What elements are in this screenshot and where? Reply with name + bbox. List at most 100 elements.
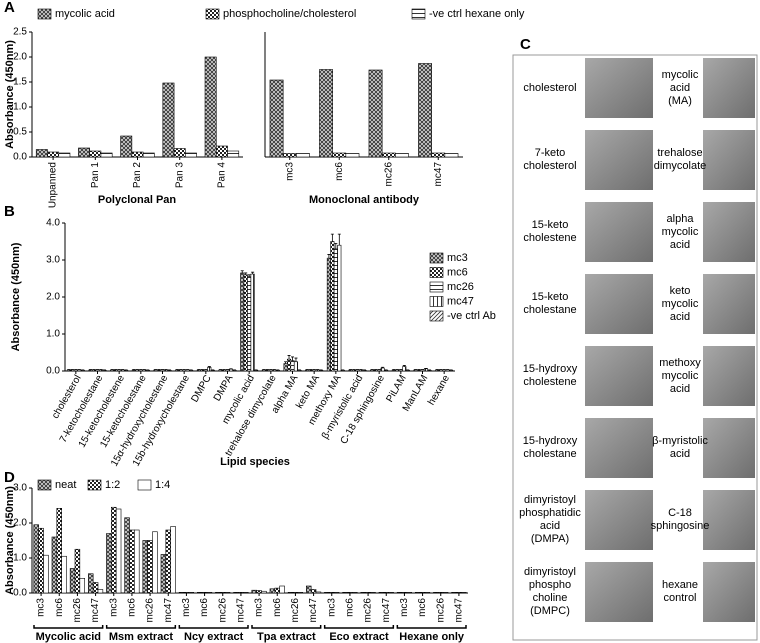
bar bbox=[306, 585, 312, 594]
x-tick-label: mc6 bbox=[345, 598, 356, 617]
bar bbox=[233, 591, 239, 594]
bar bbox=[293, 361, 299, 372]
legend-swatch bbox=[37, 8, 52, 20]
x-tick-label: mc6 bbox=[54, 598, 65, 617]
bar bbox=[35, 149, 48, 158]
y-tick-label: 4.0 bbox=[46, 218, 60, 229]
bar bbox=[279, 585, 285, 594]
bar bbox=[445, 369, 450, 372]
bar bbox=[228, 368, 234, 372]
bar bbox=[319, 369, 324, 372]
bar bbox=[167, 369, 172, 372]
group-bracket bbox=[323, 625, 395, 629]
bar bbox=[70, 369, 75, 372]
error-bar bbox=[244, 272, 248, 275]
panel-label: D bbox=[4, 469, 15, 486]
x-tick-label: mc26 bbox=[72, 598, 83, 623]
y-tick-label: 1.0 bbox=[13, 553, 27, 564]
x-tick-label: mc47 bbox=[236, 598, 247, 623]
bar bbox=[388, 591, 394, 594]
legend-swatch bbox=[429, 281, 444, 293]
bar bbox=[370, 591, 376, 594]
bar bbox=[391, 369, 396, 372]
legend-swatch bbox=[429, 267, 444, 278]
bar bbox=[222, 369, 227, 372]
bar bbox=[269, 79, 284, 158]
bar bbox=[220, 591, 226, 594]
legend-swatch bbox=[429, 296, 444, 307]
bar bbox=[401, 591, 408, 594]
x-axis-label: Lipid species bbox=[220, 456, 290, 468]
bar bbox=[332, 152, 347, 158]
bar bbox=[431, 152, 446, 158]
bar bbox=[178, 591, 185, 594]
bar bbox=[418, 63, 432, 158]
bar bbox=[340, 369, 345, 372]
legend-label: neat bbox=[55, 479, 76, 491]
group-label: Ncy extract bbox=[184, 631, 244, 643]
bar bbox=[377, 369, 382, 372]
bar bbox=[38, 527, 44, 594]
x-tick-label: mc3 bbox=[284, 162, 295, 181]
bar bbox=[88, 573, 94, 594]
bar bbox=[292, 591, 299, 594]
micrograph-label: keto mycolic acid bbox=[661, 284, 699, 323]
bar bbox=[413, 369, 418, 372]
bar bbox=[240, 272, 245, 372]
x-tick-label: mc3 bbox=[181, 598, 192, 617]
bar bbox=[218, 369, 223, 372]
bar bbox=[433, 591, 439, 594]
error-bar bbox=[330, 233, 334, 242]
bar bbox=[51, 536, 58, 594]
x-tick-label: mc6 bbox=[334, 162, 345, 181]
group-bracket bbox=[396, 625, 467, 629]
bar bbox=[451, 591, 457, 594]
bar bbox=[162, 82, 175, 158]
y-tick-label: 1.0 bbox=[46, 329, 60, 340]
bar bbox=[405, 369, 410, 372]
error-bar bbox=[240, 270, 244, 273]
micrograph bbox=[585, 490, 653, 550]
micrograph-label: C-18 sphingosine bbox=[650, 507, 710, 532]
bar bbox=[47, 151, 60, 158]
bar bbox=[275, 369, 280, 372]
x-tick-label: Pan 3 bbox=[174, 162, 185, 189]
bar bbox=[461, 591, 467, 594]
bar bbox=[188, 591, 194, 594]
bar bbox=[78, 147, 90, 158]
y-axis-label: Absorbance (450nm) bbox=[4, 40, 16, 149]
bar bbox=[329, 591, 335, 594]
bar bbox=[315, 591, 322, 594]
bar bbox=[355, 369, 360, 372]
bar bbox=[315, 369, 320, 372]
bar bbox=[442, 591, 449, 594]
bar bbox=[319, 69, 333, 158]
bar bbox=[113, 369, 118, 372]
micrograph-label: dimyristoyl phospho choline (DMPC) bbox=[524, 566, 576, 617]
bar bbox=[352, 591, 358, 594]
legend-swatch bbox=[429, 252, 444, 264]
bar bbox=[297, 591, 303, 594]
y-tick-label: 0.0 bbox=[13, 152, 27, 163]
group-label: Eco extract bbox=[329, 631, 389, 643]
y-tick-label: 0.0 bbox=[13, 588, 27, 599]
bar bbox=[247, 276, 252, 372]
bar bbox=[333, 591, 340, 594]
bar bbox=[98, 369, 103, 372]
bar bbox=[265, 369, 270, 372]
micrograph-label: 15-keto cholestene bbox=[523, 219, 577, 244]
bar bbox=[185, 152, 197, 158]
x-tick-label: mc3 bbox=[254, 598, 265, 617]
bar bbox=[420, 369, 425, 372]
bar bbox=[358, 369, 364, 372]
bar bbox=[79, 577, 85, 594]
bar bbox=[396, 591, 403, 594]
bar bbox=[238, 591, 244, 594]
bar bbox=[92, 369, 97, 372]
bar bbox=[142, 152, 155, 158]
bar bbox=[189, 369, 194, 372]
error-bar bbox=[381, 366, 385, 369]
bar bbox=[380, 367, 385, 372]
bar bbox=[254, 369, 259, 372]
bar bbox=[449, 369, 454, 372]
